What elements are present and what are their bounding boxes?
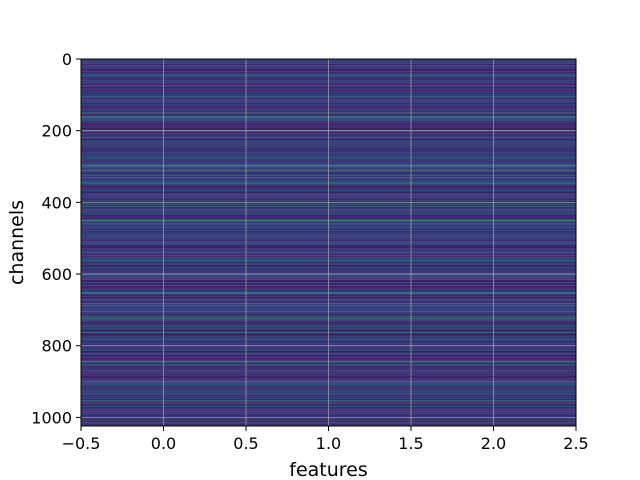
x-tick-label: 2.0	[481, 434, 506, 453]
y-tick-label: 600	[41, 265, 72, 284]
y-tick-label: 400	[41, 193, 72, 212]
x-tick-label: 1.0	[316, 434, 341, 453]
x-tick-label: −0.5	[62, 434, 101, 453]
x-axis: −0.5 0.0 0.5 1.0 1.5 2.0 2.5	[62, 426, 589, 453]
y-tick-label: 0	[62, 50, 72, 69]
y-axis: 0 200 400 600 800 1000	[31, 50, 81, 427]
x-tick-label: 0.5	[233, 434, 258, 453]
y-axis-label: channels	[6, 200, 28, 285]
grid	[80, 58, 577, 426]
y-tick-label: 800	[41, 337, 72, 356]
y-tick-label: 1000	[31, 408, 72, 427]
x-tick-label: 0.0	[151, 434, 176, 453]
y-tick-label: 200	[41, 122, 72, 141]
x-axis-label: features	[289, 459, 368, 480]
x-tick-label: 2.5	[563, 434, 588, 453]
x-tick-label: 1.5	[398, 434, 423, 453]
